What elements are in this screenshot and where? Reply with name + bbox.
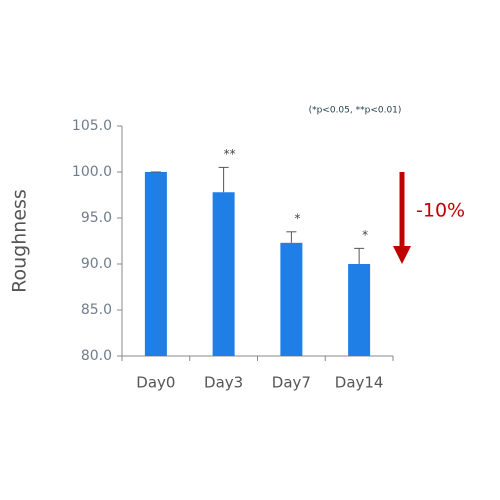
- significance-note: (*p<0.05, **p<0.01): [309, 106, 402, 116]
- significance-mark: **: [224, 147, 236, 161]
- y-tick-label: 90.0: [81, 256, 112, 272]
- significance-mark: *: [362, 228, 368, 242]
- annotation-arrowhead: [393, 246, 411, 264]
- bar: [144, 172, 167, 356]
- x-tick-label: Day0: [136, 374, 175, 392]
- annotation-text: -10%: [416, 200, 465, 222]
- y-tick-label: 105.0: [72, 118, 112, 134]
- y-tick-label: 100.0: [72, 164, 112, 180]
- bar: [280, 242, 303, 356]
- significance-mark: *: [294, 211, 300, 225]
- bar: [348, 264, 371, 356]
- y-tick-label: 85.0: [81, 302, 112, 318]
- y-tick-label: 80.0: [81, 348, 112, 364]
- x-tick-label: Day14: [335, 374, 384, 392]
- y-axis-label: Roughness: [9, 189, 31, 293]
- bar: [212, 192, 235, 356]
- y-tick-label: 95.0: [81, 210, 112, 226]
- x-tick-label: Day3: [204, 374, 243, 392]
- x-tick-label: Day7: [272, 374, 311, 392]
